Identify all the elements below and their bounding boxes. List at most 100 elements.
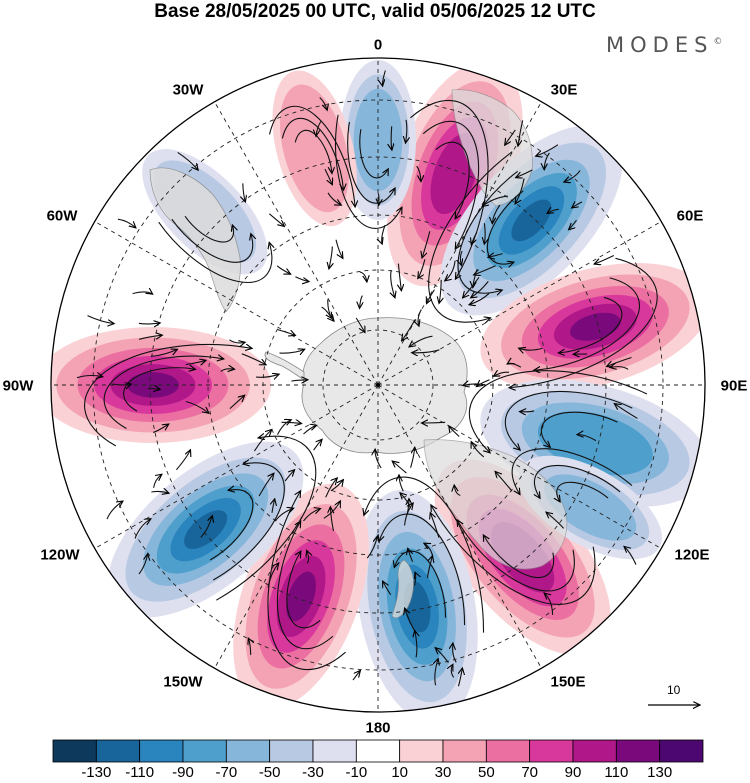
flow-stroke — [303, 425, 317, 435]
colorbar-tick-label: -70 — [215, 764, 238, 781]
flow-stroke — [258, 473, 274, 497]
colorbar-tick-label: 110 — [604, 764, 629, 781]
flow-stroke — [229, 339, 245, 343]
brand-mark: © — [713, 37, 723, 47]
anomaly-contour — [544, 474, 637, 541]
flow-stroke — [610, 367, 629, 370]
flow-stroke — [482, 195, 508, 206]
flow-stroke — [457, 668, 463, 687]
flow-stroke — [382, 70, 386, 87]
flow-stroke — [404, 503, 414, 526]
flow-stroke — [147, 389, 160, 390]
streamline — [527, 464, 621, 532]
colorbar-tick-label: -110 — [125, 764, 155, 781]
anomaly-contour — [511, 199, 552, 242]
flow-stroke — [416, 165, 421, 182]
flow-stroke — [185, 400, 209, 414]
flow-stroke — [277, 329, 296, 336]
colorbar-tick-label: -50 — [258, 764, 281, 781]
longitude-label-30e: 30E — [550, 81, 578, 99]
flow-stroke — [399, 475, 404, 492]
streamline-group — [428, 442, 596, 605]
flow-stroke — [536, 144, 559, 156]
streamline — [216, 418, 317, 601]
flow-stroke — [112, 384, 131, 385]
flow-stroke — [415, 572, 416, 586]
colorbar — [52, 739, 704, 763]
flow-stroke — [175, 450, 190, 471]
flow-stroke — [359, 271, 367, 282]
flow-stroke — [435, 648, 449, 663]
streamline-group — [358, 476, 485, 633]
streamline — [103, 356, 224, 429]
flow-stroke — [412, 350, 440, 353]
colorbar-tick-label: -90 — [172, 764, 194, 781]
colorbar-tick-label: -130 — [81, 764, 112, 781]
flow-stroke — [87, 315, 115, 324]
streamline — [212, 450, 285, 581]
new-zealand — [391, 559, 414, 619]
flow-stroke — [435, 659, 438, 686]
colorbar-tick-label: 70 — [521, 764, 538, 781]
flow-stroke — [471, 281, 489, 297]
flow-stroke — [572, 202, 583, 208]
flow-stroke — [515, 178, 525, 204]
flow-stroke — [594, 255, 615, 265]
colorbar-swatch — [659, 739, 704, 763]
flow-stroke — [451, 664, 455, 678]
streamline — [540, 411, 618, 463]
flow-stroke — [493, 372, 510, 376]
flow-stroke — [248, 638, 250, 655]
south-pole-marker — [376, 383, 380, 387]
australia — [423, 439, 568, 570]
streamline — [516, 277, 641, 373]
colorbar-swatch — [399, 739, 444, 763]
flow-stroke — [256, 374, 279, 377]
colorbar-swatch — [529, 739, 574, 763]
anomaly-cell-9 — [340, 60, 416, 220]
streamline — [484, 257, 658, 391]
meridian-line — [377, 221, 662, 386]
flow-stroke — [117, 218, 136, 228]
colorbar-swatch — [225, 739, 271, 763]
longitude-label-0: 0 — [373, 36, 383, 54]
colorbar-swatch — [312, 739, 357, 763]
streamline-group — [158, 215, 284, 283]
latitude-circle — [92, 99, 664, 671]
flow-stroke — [150, 349, 178, 357]
flow-stroke — [398, 263, 401, 291]
colorbar-swatch — [52, 739, 97, 763]
flow-stroke — [335, 239, 343, 259]
flow-stroke — [427, 289, 435, 304]
anomaly-contour — [570, 312, 621, 341]
streamline — [84, 344, 253, 447]
flow-stroke — [406, 119, 407, 143]
flow-stroke — [518, 120, 524, 146]
streamline — [422, 120, 480, 250]
flow-stroke — [76, 376, 103, 378]
wind-streamlines — [76, 70, 658, 687]
anomaly-cell-6 — [233, 483, 369, 710]
flow-stroke — [473, 269, 478, 288]
flow-stroke — [177, 151, 199, 170]
flow-stroke — [564, 170, 581, 183]
streamline — [375, 513, 466, 626]
streamline — [548, 296, 623, 355]
flow-stroke — [313, 439, 323, 451]
flow-stroke — [291, 380, 308, 381]
flow-stroke — [453, 643, 457, 663]
colorbar-tick-label: -10 — [345, 764, 368, 781]
flow-stroke — [471, 232, 478, 244]
flow-stroke — [151, 491, 169, 493]
flow-stroke — [484, 223, 485, 244]
modes-logo: MODES© — [606, 33, 722, 57]
meridian-line — [94, 384, 379, 549]
flow-stroke — [281, 422, 302, 423]
streamline-group — [209, 418, 317, 601]
flow-stroke — [382, 225, 386, 244]
antarctica — [301, 317, 468, 454]
streamline-group — [267, 489, 346, 671]
flow-stroke — [352, 671, 360, 681]
colorbar-tick-label: 50 — [477, 764, 495, 781]
